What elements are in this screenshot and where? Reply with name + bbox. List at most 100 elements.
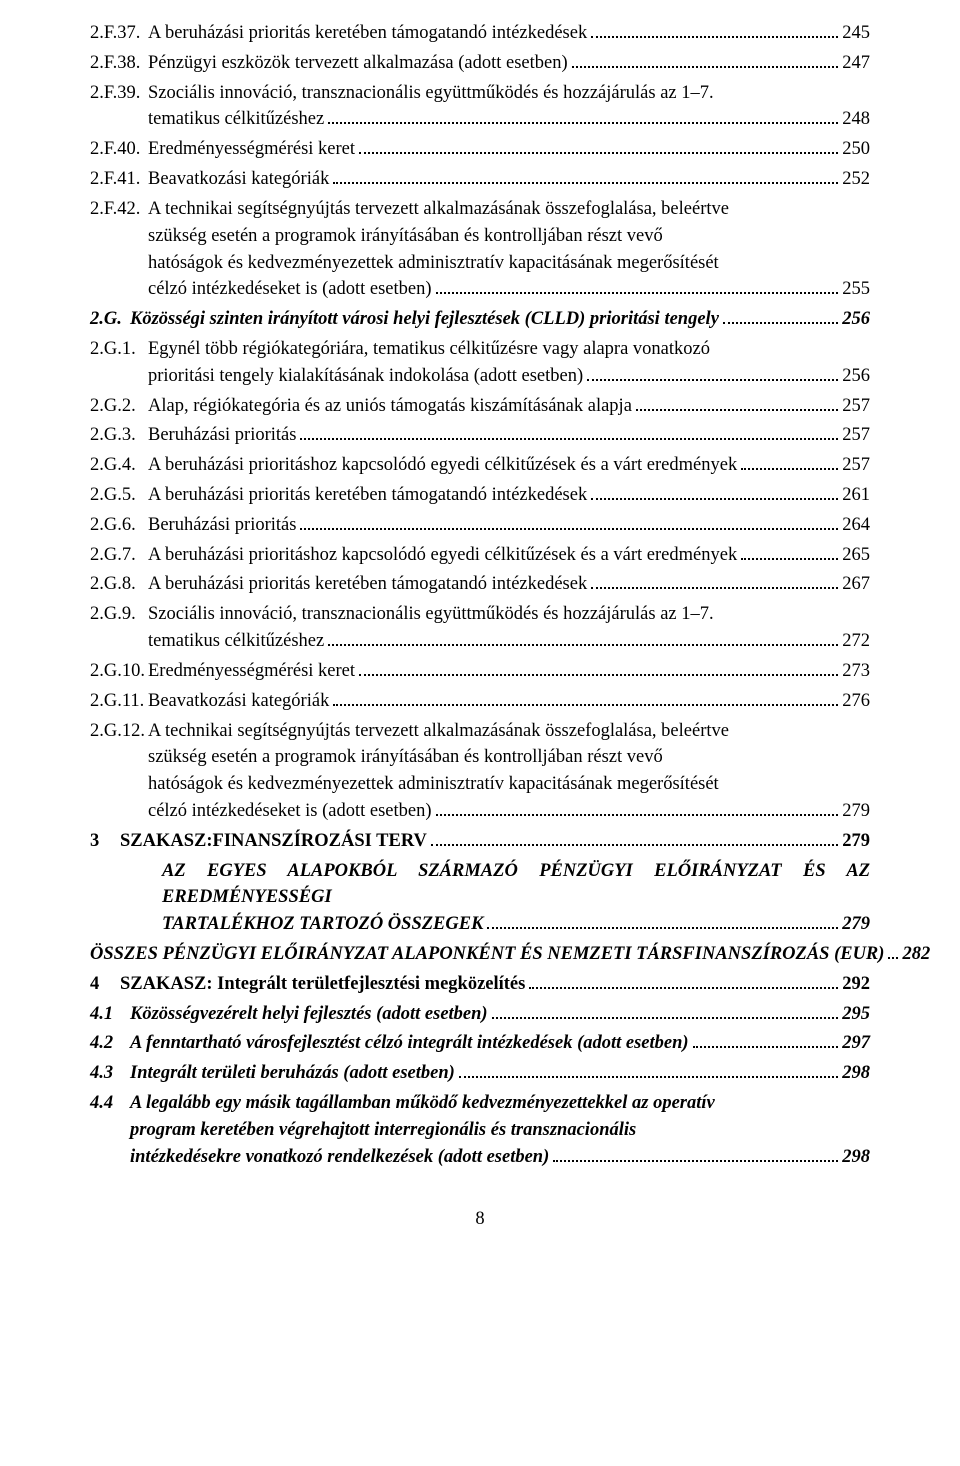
toc-entry-number: 2.G.7. [90,542,148,569]
toc-leader-dots [572,66,839,68]
toc-entry-page: 295 [842,1001,870,1028]
toc-entry-text: tematikus célkitűzéshez [148,628,324,655]
toc-entry-page: 292 [842,971,870,998]
toc-leader-dots [529,987,838,989]
toc-entry-text: A beruházási prioritás keretében támogat… [148,20,587,47]
toc-entry-page: 279 [842,911,870,938]
toc-entry-text: A beruházási prioritás keretében támogat… [148,482,587,509]
toc-entry-text: Pénzügyi eszközök tervezett alkalmazása … [148,50,568,77]
toc-entry-text: Beavatkozási kategóriák [148,688,329,715]
toc-entry-text: hatóságok és kedvezményezettek adminiszt… [148,771,870,798]
toc-leader-dots [723,322,838,324]
toc-leader-dots [741,558,838,560]
toc-entry-page: 256 [842,363,870,390]
toc-entry-text: A technikai segítségnyújtás tervezett al… [148,196,870,223]
toc-entry: 2.G.6.Beruházási prioritás 264 [90,512,870,539]
toc-entry-text: szükség esetén a programok irányításában… [148,223,870,250]
toc-entry-page: 252 [842,166,870,193]
toc-leader-dots [492,1017,839,1019]
toc-leader-dots [359,674,838,676]
toc-entry-text: SZAKASZ:FINANSZÍROZÁSI TERV [120,828,427,855]
toc-entry: 2.F.37.A beruházási prioritás keretében … [90,20,870,47]
toc-entry: AZ EGYES ALAPOKBÓL SZÁRMAZÓ PÉNZÜGYI ELŐ… [90,858,870,938]
toc-entry-page: 257 [842,393,870,420]
toc-leader-dots [328,122,838,124]
toc-leader-dots [693,1046,839,1048]
toc-entry: 2.F.42.A technikai segítségnyújtás terve… [90,196,870,303]
toc-entry-page: 298 [842,1060,870,1087]
toc-entry-text: Közösségvezérelt helyi fejlesztés (adott… [130,1001,488,1028]
toc-entry-page: 279 [842,798,870,825]
toc-entry-text: szükség esetén a programok irányításában… [148,744,870,771]
page-number: 8 [90,1209,870,1230]
toc-entry-number: 4 [90,971,120,998]
toc-entry: 2.F.40.Eredményességmérési keret 250 [90,136,870,163]
toc-entry-number: 2.G.2. [90,393,148,420]
toc-entry-page: 282 [902,941,930,968]
toc-entry: ÖSSZES PÉNZÜGYI ELŐIRÁNYZAT ALAPONKÉNT É… [90,941,870,968]
toc-leader-dots [459,1076,838,1078]
toc-entry: 2.F.39.Szociális innováció, transznacion… [90,80,870,134]
toc-entry-text: Beruházási prioritás [148,422,296,449]
toc-entry-text: A beruházási prioritáshoz kapcsolódó egy… [148,452,737,479]
toc-entry-number: 2.G.6. [90,512,148,539]
toc-entry-number: 4.2 [90,1030,130,1057]
toc-leader-dots [436,292,839,294]
toc-entry: 4.2A fenntartható városfejlesztést célzó… [90,1030,870,1057]
toc-entry: 2.G.1.Egynél több régiókategóriára, tema… [90,336,870,390]
toc-entry: 2.G.7.A beruházási prioritáshoz kapcsoló… [90,542,870,569]
toc-entry-number: 2.G.10. [90,658,148,685]
toc-entry: 3SZAKASZ:FINANSZÍROZÁSI TERV 279 [90,828,870,855]
toc-entry-text: Egynél több régiókategóriára, tematikus … [148,336,870,363]
toc-entry-text: Közösségi szinten irányított városi hely… [130,306,719,333]
toc-entry: 2.G.8.A beruházási prioritás keretében t… [90,571,870,598]
toc-entry-text: Beavatkozási kategóriák [148,166,329,193]
toc-entry-number: 2.F.39. [90,80,148,107]
toc-entry-text: program keretében végrehajtott interregi… [130,1117,870,1144]
toc-entry-text: Eredményességmérési keret [148,136,355,163]
toc-entry-page: 265 [842,542,870,569]
toc-entry-page: 261 [842,482,870,509]
toc-entry-page: 279 [842,828,870,855]
toc-entry-number: 2.G.5. [90,482,148,509]
toc-leader-dots [300,438,838,440]
toc-entry-text: A technikai segítségnyújtás tervezett al… [148,718,870,745]
toc-entry-number: 2.G.4. [90,452,148,479]
toc-leader-dots [431,844,838,846]
toc-entry: 2.G.4.A beruházási prioritáshoz kapcsoló… [90,452,870,479]
toc-entry-page: 272 [842,628,870,655]
toc-entry-page: 267 [842,571,870,598]
toc-entry: 4SZAKASZ: Integrált területfejlesztési m… [90,971,870,998]
toc-leader-dots [359,152,838,154]
toc-entry-number: 2.G. [90,306,130,333]
toc-entry-text: AZ EGYES ALAPOKBÓL SZÁRMAZÓ PÉNZÜGYI ELŐ… [162,858,870,912]
toc-entry-number: 2.G.1. [90,336,148,363]
toc-entry-number: 2.F.40. [90,136,148,163]
toc-entry: 2.G.Közösségi szinten irányított városi … [90,306,870,333]
toc-entry-page: 247 [842,50,870,77]
toc-entry-page: 297 [842,1030,870,1057]
toc-leader-dots [553,1160,838,1162]
toc-entry-text: SZAKASZ: Integrált területfejlesztési me… [120,971,525,998]
toc-entry-number: 2.F.38. [90,50,148,77]
toc-entry-text: Szociális innováció, transznacionális eg… [148,80,870,107]
toc-entry-text: prioritási tengely kialakításának indoko… [148,363,583,390]
toc-entry-number: 2.G.12. [90,718,148,745]
toc-leader-dots [487,927,838,929]
toc-entry: 4.1Közösségvezérelt helyi fejlesztés (ad… [90,1001,870,1028]
toc-leader-dots [888,957,898,959]
toc-entry-text: intézkedésekre vonatkozó rendelkezések (… [130,1144,549,1171]
toc-entry-page: 255 [842,276,870,303]
toc-entry-page: 257 [842,422,870,449]
toc-entry-text: Eredményességmérési keret [148,658,355,685]
toc-entry: 2.G.2.Alap, régiókategória és az uniós t… [90,393,870,420]
toc-entry-number: 4.4 [90,1090,130,1117]
toc-entry-text: Beruházási prioritás [148,512,296,539]
toc-entry: 2.G.12.A technikai segítségnyújtás terve… [90,718,870,825]
toc-entry-number: 4.1 [90,1001,130,1028]
toc-entry-number: 2.G.3. [90,422,148,449]
toc-entry-text: A fenntartható városfejlesztést célzó in… [130,1030,689,1057]
toc-entry-text: Integrált területi beruházás (adott eset… [130,1060,455,1087]
toc-entry-page: 257 [842,452,870,479]
toc-entry-text: A beruházási prioritáshoz kapcsolódó egy… [148,542,737,569]
